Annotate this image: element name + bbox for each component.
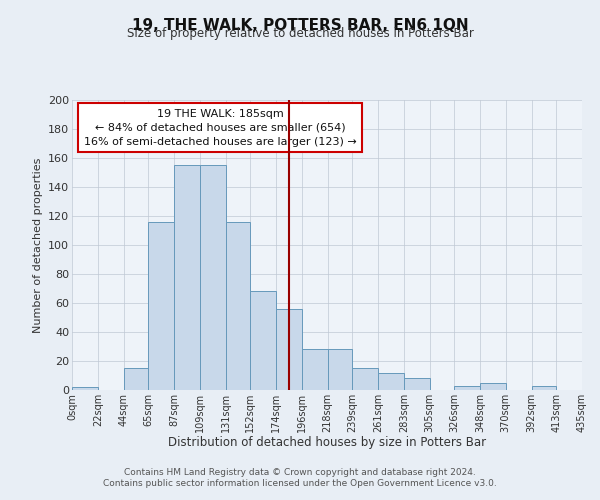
Bar — [404, 378, 430, 390]
Bar — [454, 386, 480, 390]
Text: 19, THE WALK, POTTERS BAR, EN6 1QN: 19, THE WALK, POTTERS BAR, EN6 1QN — [131, 18, 469, 32]
Bar — [480, 383, 506, 390]
Text: Size of property relative to detached houses in Potters Bar: Size of property relative to detached ho… — [127, 28, 473, 40]
Text: 19 THE WALK: 185sqm
← 84% of detached houses are smaller (654)
16% of semi-detac: 19 THE WALK: 185sqm ← 84% of detached ho… — [83, 108, 356, 146]
Bar — [532, 386, 556, 390]
Bar — [276, 309, 302, 390]
Bar — [250, 292, 276, 390]
Text: Distribution of detached houses by size in Potters Bar: Distribution of detached houses by size … — [168, 436, 486, 449]
Bar — [352, 368, 378, 390]
Bar — [72, 387, 98, 390]
Y-axis label: Number of detached properties: Number of detached properties — [32, 158, 43, 332]
Bar — [200, 165, 226, 390]
Bar — [302, 350, 328, 390]
Bar — [174, 165, 200, 390]
Text: Contains HM Land Registry data © Crown copyright and database right 2024.: Contains HM Land Registry data © Crown c… — [124, 468, 476, 477]
Bar — [378, 372, 404, 390]
Bar — [328, 350, 352, 390]
Bar — [226, 222, 250, 390]
Bar — [124, 368, 148, 390]
Bar — [148, 222, 174, 390]
Text: Contains public sector information licensed under the Open Government Licence v3: Contains public sector information licen… — [103, 480, 497, 488]
